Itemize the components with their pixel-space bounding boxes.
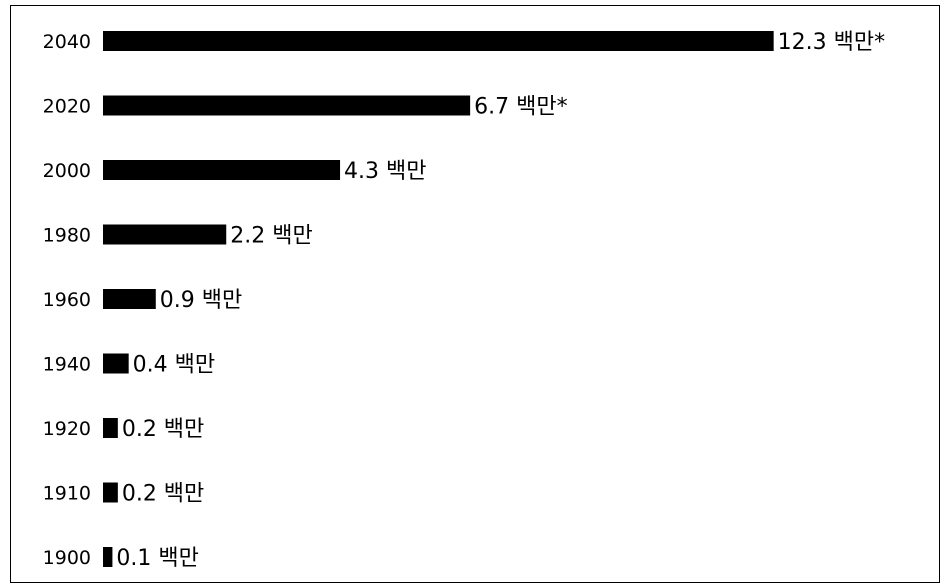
category-label-2020: 2020 bbox=[43, 96, 91, 118]
value-label-2040: 12.3 백만* bbox=[778, 30, 885, 55]
category-label-1910: 1910 bbox=[43, 483, 91, 505]
value-label-1980: 2.2 백만 bbox=[230, 224, 312, 249]
category-label-1920: 1920 bbox=[43, 418, 91, 440]
bar-2000 bbox=[103, 160, 341, 180]
value-label-1900: 0.1 백만 bbox=[116, 546, 198, 571]
bar-1960 bbox=[103, 289, 156, 309]
value-label-2020: 6.7 백만* bbox=[474, 95, 567, 120]
bar-1900 bbox=[103, 547, 113, 567]
value-label-2000: 4.3 백만 bbox=[344, 159, 426, 184]
bar-1940 bbox=[103, 353, 129, 374]
value-label-1920: 0.2 백만 bbox=[122, 417, 204, 442]
category-label-1960: 1960 bbox=[43, 289, 91, 311]
category-label-1980: 1980 bbox=[43, 225, 91, 247]
category-label-1900: 1900 bbox=[43, 547, 91, 569]
bar-2020 bbox=[103, 95, 471, 116]
bar-1920 bbox=[103, 418, 118, 438]
value-label-1940: 0.4 백만 bbox=[133, 353, 215, 378]
category-label-2040: 2040 bbox=[43, 31, 91, 53]
value-label-1910: 0.2 백만 bbox=[122, 482, 204, 507]
category-label-2000: 2000 bbox=[43, 160, 91, 182]
bar-2040 bbox=[103, 31, 774, 51]
bar-1980 bbox=[103, 224, 227, 245]
category-label-1940: 1940 bbox=[43, 354, 91, 376]
value-label-1960: 0.9 백만 bbox=[160, 288, 242, 313]
bar-1910 bbox=[103, 482, 118, 503]
